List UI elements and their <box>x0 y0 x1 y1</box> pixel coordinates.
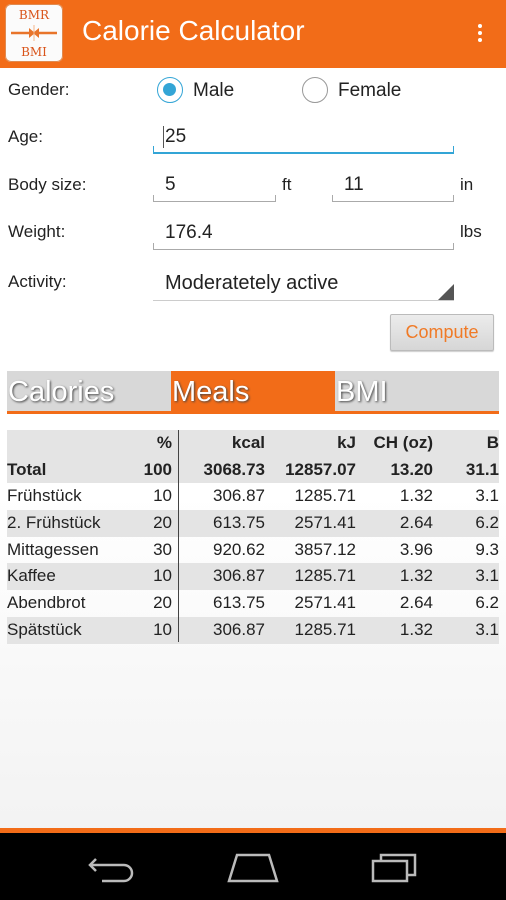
tab-bmi[interactable]: BMI <box>336 376 388 408</box>
table-header-row: % kcal kJ CH (oz) B <box>7 430 499 457</box>
age-input[interactable]: 25 <box>153 120 454 154</box>
row-kj: 2571.41 <box>294 593 356 613</box>
activity-value: Moderatetely active <box>165 272 339 294</box>
row-kcal: 306.87 <box>213 619 265 639</box>
meals-table: % kcal kJ CH (oz) B Total 100 3068.73 12… <box>7 430 499 644</box>
total-kj: 12857.07 <box>285 459 356 479</box>
tab-bar: Calories Meals BMI <box>7 371 499 414</box>
feet-input[interactable]: 5 <box>153 168 276 202</box>
overflow-menu-icon[interactable] <box>476 24 484 44</box>
row-b: 9.3 <box>475 539 499 559</box>
weight-input[interactable]: 176.4 <box>153 216 454 250</box>
table-divider <box>178 430 179 642</box>
row-kj: 3857.12 <box>294 539 356 559</box>
feet-unit: ft <box>282 175 292 194</box>
row-kcal: 306.87 <box>213 486 265 506</box>
header-kj: kJ <box>337 433 356 452</box>
row-kj: 1285.71 <box>294 486 356 506</box>
age-value: 25 <box>165 126 187 147</box>
row-b: 6.2 <box>475 513 499 533</box>
body-size-label: Body size: <box>8 175 87 194</box>
row-kcal: 613.75 <box>213 513 265 533</box>
total-b: 31.1 <box>465 459 499 479</box>
total-ch: 13.20 <box>390 459 433 479</box>
row-kj: 1285.71 <box>294 566 356 586</box>
header-kcal: kcal <box>231 433 265 452</box>
row-kcal: 613.75 <box>213 593 265 613</box>
row-meal: Frühstück <box>7 486 82 506</box>
row-percent: 10 <box>153 486 172 506</box>
table-row: Mittagessen 30 920.62 3857.12 3.96 9.3 <box>7 537 499 564</box>
row-ch: 2.64 <box>399 593 433 613</box>
total-label: Total <box>7 459 47 479</box>
tab-meals[interactable]: Meals <box>171 371 335 411</box>
row-kj: 2571.41 <box>294 513 356 533</box>
row-kcal: 306.87 <box>213 566 265 586</box>
weight-value: 176.4 <box>165 222 213 243</box>
app-logo-icon: BMR BMI <box>5 4 63 62</box>
row-percent: 20 <box>153 593 172 613</box>
home-icon[interactable] <box>223 847 283 887</box>
inches-unit: in <box>460 175 474 194</box>
activity-dropdown[interactable]: Moderatetely active <box>153 265 454 301</box>
row-b: 3.1 <box>475 619 499 639</box>
inches-value: 11 <box>344 174 364 195</box>
female-radio-label[interactable]: Female <box>338 80 402 101</box>
app-logo-top-text: BMR <box>18 8 50 22</box>
table-row: 2. Frühstück 20 613.75 2571.41 2.64 6.2 <box>7 510 499 537</box>
row-b: 6.2 <box>475 593 499 613</box>
row-kcal: 920.62 <box>213 539 265 559</box>
row-ch: 2.64 <box>399 513 433 533</box>
male-radio-label[interactable]: Male <box>193 80 235 101</box>
system-navbar <box>0 833 506 900</box>
row-ch: 3.96 <box>399 539 433 559</box>
female-radio[interactable] <box>302 77 328 103</box>
row-meal: Mittagessen <box>7 539 99 559</box>
table-row: Abendbrot 20 613.75 2571.41 2.64 6.2 <box>7 590 499 617</box>
gender-label: Gender: <box>8 80 70 99</box>
row-kj: 1285.71 <box>294 619 356 639</box>
row-b: 3.1 <box>475 486 499 506</box>
header-b: B <box>486 433 499 452</box>
total-kcal: 3068.73 <box>203 459 265 479</box>
arrows-icon <box>11 25 57 41</box>
text-cursor <box>163 126 164 148</box>
row-meal: 2. Frühstück <box>7 513 101 533</box>
table-row: Frühstück 10 306.87 1285.71 1.32 3.1 <box>7 483 499 510</box>
weight-unit: lbs <box>460 222 482 241</box>
header-percent: % <box>156 433 172 452</box>
row-percent: 10 <box>153 619 172 639</box>
row-percent: 10 <box>153 566 172 586</box>
back-icon[interactable] <box>82 847 142 887</box>
header-ch: CH (oz) <box>373 433 433 452</box>
row-percent: 20 <box>153 513 172 533</box>
row-b: 3.1 <box>475 566 499 586</box>
row-ch: 1.32 <box>399 486 433 506</box>
row-meal: Kaffee <box>7 566 56 586</box>
row-meal: Abendbrot <box>7 593 86 613</box>
app-logo-bottom-text: BMI <box>21 45 47 59</box>
row-ch: 1.32 <box>399 619 433 639</box>
age-label: Age: <box>8 127 43 146</box>
row-meal: Spätstück <box>7 619 82 639</box>
feet-value: 5 <box>165 174 176 195</box>
app-title: Calorie Calculator <box>82 15 305 46</box>
table-total-row: Total 100 3068.73 12857.07 13.20 31.1 <box>7 456 499 484</box>
recent-apps-icon[interactable] <box>365 847 425 887</box>
compute-button[interactable]: Compute <box>390 314 494 351</box>
male-radio[interactable] <box>157 77 183 103</box>
dropdown-triangle-icon <box>438 284 454 300</box>
table-row: Kaffee 10 306.87 1285.71 1.32 3.1 <box>7 563 499 591</box>
activity-label: Activity: <box>8 272 67 291</box>
bottom-accent-bar <box>0 828 506 833</box>
tab-calories[interactable]: Calories <box>8 376 115 408</box>
row-percent: 30 <box>153 539 172 559</box>
row-ch: 1.32 <box>399 566 433 586</box>
total-percent: 100 <box>143 459 172 479</box>
table-row: Spätstück 10 306.87 1285.71 1.32 3.1 <box>7 616 499 644</box>
inches-input[interactable]: 11 <box>332 168 454 202</box>
action-bar: BMR BMI Calorie Calculator <box>0 0 506 68</box>
weight-label: Weight: <box>8 222 66 241</box>
